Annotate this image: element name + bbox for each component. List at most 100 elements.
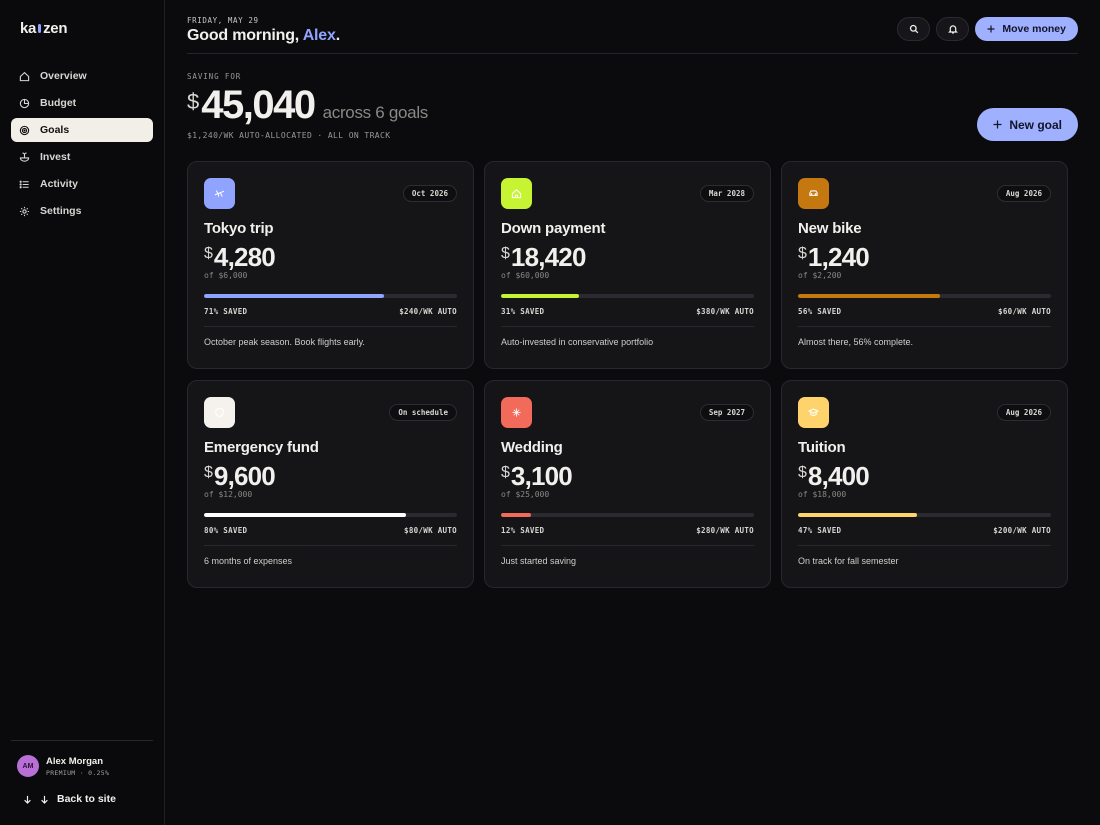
target-icon xyxy=(19,125,30,135)
user-profile[interactable]: AM Alex Morgan PREMIUM · 0.25% xyxy=(11,755,153,777)
bell-icon xyxy=(947,25,958,34)
goal-card[interactable]: Aug 2026 Tuition $ 8,400 of $18,000 47% … xyxy=(781,380,1068,588)
goals-grid: Oct 2026 Tokyo trip $ 4,280 of $6,000 71… xyxy=(187,161,1078,588)
plus-icon xyxy=(993,120,1002,129)
progress-track xyxy=(204,294,457,298)
weekly-auto-amount: $80/WK AUTO xyxy=(404,526,457,535)
sidebar-item-label: Invest xyxy=(40,151,71,163)
progress-fill xyxy=(204,513,407,517)
home-icon xyxy=(19,71,30,81)
weekly-auto-amount: $380/WK AUTO xyxy=(696,307,754,316)
plane-icon xyxy=(214,190,225,197)
summary-eyebrow: SAVING FOR xyxy=(187,72,242,81)
greeting-prefix: Good morning, xyxy=(187,27,303,44)
progress-fill xyxy=(501,294,580,298)
goal-card[interactable]: Aug 2026 New bike $ 1,240 of $2,200 56% … xyxy=(781,161,1068,369)
main-content: FRIDAY, MAY 29 Good morning, Alex. Move … xyxy=(165,0,1100,825)
logo-text-right: zen xyxy=(43,20,68,37)
divider xyxy=(501,326,754,327)
goal-name: Tokyo trip xyxy=(204,220,274,237)
greeting: Good morning, Alex. xyxy=(187,27,340,45)
percent-saved: 56% SAVED xyxy=(798,307,842,316)
sidebar-item-budget[interactable]: Budget xyxy=(11,91,153,115)
auto-allocation-status: $1,240/WK AUTO-ALLOCATED · ALL ON TRACK xyxy=(187,131,391,140)
progress-track xyxy=(798,513,1051,517)
percent-saved: 12% SAVED xyxy=(501,526,545,535)
back-to-site-link[interactable]: Back to site xyxy=(11,777,153,825)
goal-icon-tile xyxy=(798,178,829,209)
progress-track xyxy=(204,513,457,517)
sidebar-item-label: Overview xyxy=(40,70,87,82)
goal-target: of $12,000 xyxy=(204,490,253,499)
search-button[interactable] xyxy=(897,17,931,41)
sidebar-item-invest[interactable]: Invest xyxy=(11,145,153,169)
target-date-badge: Aug 2026 xyxy=(996,185,1051,202)
sidebar-item-overview[interactable]: Overview xyxy=(11,64,153,88)
goal-saved-amount: 3,100 xyxy=(510,461,573,491)
top-bar: FRIDAY, MAY 29 Good morning, Alex. Move … xyxy=(187,16,1078,54)
sidebar-item-label: Settings xyxy=(40,205,82,217)
goal-note: October peak season. Book flights early. xyxy=(204,337,365,347)
move-money-button[interactable]: Move money xyxy=(975,17,1078,41)
progress-fill xyxy=(204,294,384,298)
sidebar-item-label: Activity xyxy=(40,178,78,190)
savings-summary: SAVING FOR $ 45,040 across 6 goals $1,24… xyxy=(187,72,1078,158)
goal-card[interactable]: On schedule Emergency fund $ 9,600 of $1… xyxy=(187,380,474,588)
percent-saved: 71% SAVED xyxy=(204,307,248,316)
gear-icon xyxy=(19,206,30,216)
goal-name: Wedding xyxy=(501,439,563,456)
progress-track xyxy=(501,513,754,517)
graduation-cap-icon xyxy=(808,408,819,416)
currency-symbol: $ xyxy=(501,464,510,481)
notifications-button[interactable] xyxy=(936,17,970,41)
goal-saved-amount: 18,420 xyxy=(510,242,587,272)
goal-target: of $25,000 xyxy=(501,490,550,499)
goal-target: of $60,000 xyxy=(501,271,550,280)
goal-saved-amount: 9,600 xyxy=(213,461,276,491)
sidebar-item-goals[interactable]: Goals xyxy=(11,118,153,142)
avatar: AM xyxy=(17,755,39,777)
greeting-suffix: . xyxy=(335,27,340,44)
search-icon xyxy=(909,24,919,34)
goal-card[interactable]: Mar 2028 Down payment $ 18,420 of $60,00… xyxy=(484,161,771,369)
goal-target: of $6,000 xyxy=(204,271,248,280)
new-goal-label: New goal xyxy=(1009,117,1062,132)
user-plan: PREMIUM · 0.25% xyxy=(46,768,110,777)
goal-note: Just started saving xyxy=(501,556,577,566)
sidebar-item-settings[interactable]: Settings xyxy=(11,199,153,223)
goal-amount: $ 18,420 xyxy=(501,243,754,271)
logo-text-left: ka xyxy=(20,20,37,37)
progress-fill xyxy=(501,513,532,517)
progress-track xyxy=(798,294,1051,298)
goal-card[interactable]: Sep 2027 Wedding $ 3,100 of $25,000 12% … xyxy=(484,380,771,588)
goal-name: Tuition xyxy=(798,439,846,456)
weekly-auto-amount: $200/WK AUTO xyxy=(993,526,1051,535)
target-date-badge: Mar 2028 xyxy=(699,185,754,202)
goal-name: Emergency fund xyxy=(204,439,319,456)
arrow-down-icon xyxy=(24,795,31,804)
sidebar-nav: Overview Budget Goals Invest Activity Se… xyxy=(11,64,153,223)
plus-icon xyxy=(987,25,995,33)
target-date-badge: Oct 2026 xyxy=(402,185,457,202)
percent-saved: 31% SAVED xyxy=(501,307,545,316)
new-goal-button[interactable]: New goal xyxy=(977,108,1078,141)
logo[interactable]: ka zen xyxy=(11,18,153,39)
goal-note: Almost there, 56% complete. xyxy=(798,337,914,347)
top-actions: Move money xyxy=(897,17,1078,41)
arrow-down-icon xyxy=(41,795,48,804)
currency-symbol: $ xyxy=(798,245,807,262)
greeting-name: Alex xyxy=(302,27,336,44)
currency-symbol: $ xyxy=(204,245,213,262)
currency-symbol: $ xyxy=(187,89,200,114)
divider xyxy=(798,545,1051,546)
goal-amount: $ 8,400 xyxy=(798,462,1051,490)
progress-track xyxy=(501,294,754,298)
sidebar-item-activity[interactable]: Activity xyxy=(11,172,153,196)
goal-saved-amount: 4,280 xyxy=(213,242,276,272)
goal-saved-amount: 1,240 xyxy=(807,242,870,272)
goal-card[interactable]: Oct 2026 Tokyo trip $ 4,280 of $6,000 71… xyxy=(187,161,474,369)
progress-fill xyxy=(798,513,917,517)
currency-symbol: $ xyxy=(501,245,510,262)
goal-note: On track for fall semester xyxy=(798,556,899,566)
logo-mark xyxy=(38,24,42,33)
